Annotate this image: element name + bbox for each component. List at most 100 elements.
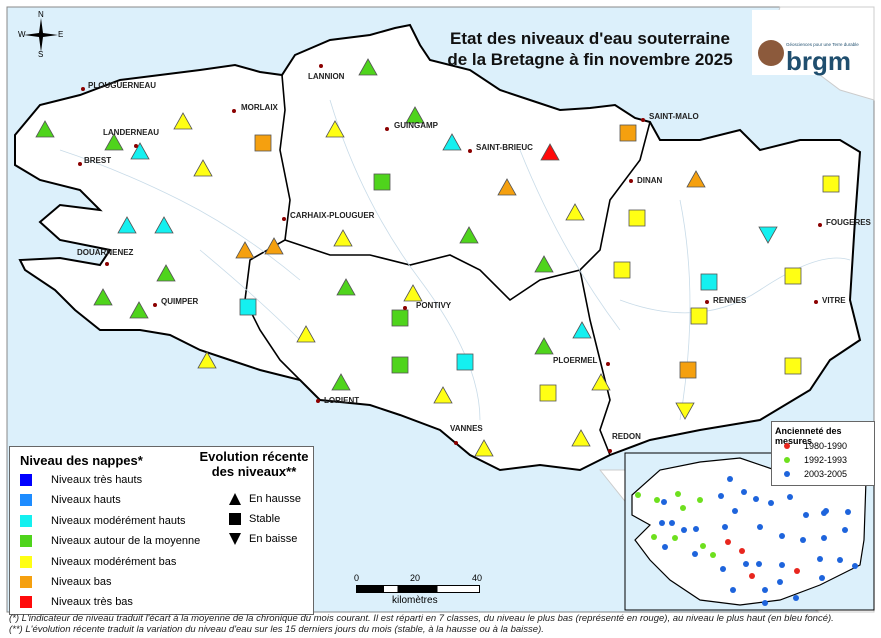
compass-s: S — [38, 50, 44, 59]
city-label: SAINT-MALO — [649, 112, 699, 121]
city-dot — [319, 64, 323, 68]
station-marker-up[interactable] — [264, 237, 284, 255]
inset-legend-label: 1980-1990 — [804, 441, 848, 451]
station-marker-up[interactable] — [193, 159, 213, 177]
station-marker-up[interactable] — [331, 373, 351, 391]
legend-level-item: Niveaux très hauts — [20, 474, 142, 486]
legend-level-label: Niveaux bas — [51, 576, 112, 588]
station-marker-up[interactable] — [197, 351, 217, 369]
legend-swatch — [20, 535, 32, 548]
station-marker-up[interactable] — [235, 241, 255, 259]
city-label: QUIMPER — [161, 297, 199, 306]
station-marker-down[interactable] — [675, 402, 695, 420]
station-marker-stable[interactable] — [690, 307, 708, 325]
station-marker-up[interactable] — [572, 321, 592, 339]
station-marker-up[interactable] — [459, 226, 479, 244]
station-marker-stable[interactable] — [391, 356, 409, 374]
inset-station-dot — [739, 548, 745, 554]
footnote-2: (**) L'évolution récente traduit la vari… — [9, 624, 544, 635]
station-marker-stable[interactable] — [700, 273, 718, 291]
inset-legend-label: 2003-2005 — [804, 469, 848, 479]
triangle-down-icon — [229, 533, 241, 545]
inset-station-dot — [821, 535, 827, 541]
map-title: Etat des niveaux d'eau souterraine de la… — [440, 28, 740, 70]
station-marker-up[interactable] — [403, 284, 423, 302]
inset-station-dot — [659, 520, 665, 526]
legend-trend-item: En baisse — [228, 532, 297, 546]
legend-level-label: Niveaux très bas — [51, 596, 133, 609]
inset-station-dot — [710, 552, 716, 558]
inset-station-dot — [753, 496, 759, 502]
station-marker-up[interactable] — [686, 170, 706, 188]
station-marker-stable[interactable] — [456, 353, 474, 371]
inset-station-dot — [741, 489, 747, 495]
station-marker-stable[interactable] — [784, 267, 802, 285]
station-marker-up[interactable] — [333, 229, 353, 247]
station-marker-stable[interactable] — [239, 298, 257, 316]
station-marker-stable[interactable] — [254, 134, 272, 152]
inset-legend: Ancienneté des mesures 1980-1990 1992-199… — [771, 421, 875, 486]
legend-level-item: Niveaux modérément hauts — [20, 514, 186, 527]
legend-trend-item: En hausse — [228, 492, 301, 506]
city-dots — [78, 64, 822, 453]
station-marker-up[interactable] — [591, 373, 611, 391]
station-marker-up[interactable] — [154, 216, 174, 234]
inset-station-dot — [662, 544, 668, 550]
station-marker-up[interactable] — [534, 255, 554, 273]
station-marker-up[interactable] — [117, 216, 137, 234]
station-marker-up[interactable] — [540, 143, 560, 161]
station-marker-stable[interactable] — [628, 209, 646, 227]
city-label: VITRE — [822, 296, 846, 305]
square-icon — [229, 513, 241, 525]
inset-land — [631, 457, 867, 606]
station-marker-up[interactable] — [497, 178, 517, 196]
station-marker-up[interactable] — [565, 203, 585, 221]
city-dot — [134, 144, 138, 148]
legend-level-label: Niveaux modérément hauts — [51, 514, 186, 527]
station-marker-up[interactable] — [571, 429, 591, 447]
station-marker-stable[interactable] — [619, 124, 637, 142]
scale-tick: 0 — [354, 573, 360, 583]
city-label: CARHAIX-PLOUGUER — [290, 211, 375, 220]
station-marker-stable[interactable] — [613, 261, 631, 279]
inset-station-dot — [762, 600, 768, 606]
station-marker-stable[interactable] — [679, 361, 697, 379]
inset-station-dot — [803, 512, 809, 518]
title-line-1: Etat des niveaux d'eau souterraine — [450, 29, 730, 48]
city-dot — [282, 217, 286, 221]
station-marker-up[interactable] — [173, 112, 193, 130]
station-marker-up[interactable] — [442, 133, 462, 151]
station-marker-up[interactable] — [296, 325, 316, 343]
station-marker-up[interactable] — [405, 106, 425, 124]
station-marker-down[interactable] — [758, 226, 778, 244]
city-dot — [814, 300, 818, 304]
inset-station-dot — [651, 534, 657, 540]
inset-station-dot — [749, 573, 755, 579]
station-marker-up[interactable] — [325, 120, 345, 138]
station-marker-stable[interactable] — [822, 175, 840, 193]
station-marker-stable[interactable] — [784, 357, 802, 375]
legend-level-item: Niveaux autour de la moyenne — [20, 535, 200, 548]
legend-swatch — [20, 474, 32, 486]
station-marker-stable[interactable] — [373, 173, 391, 191]
period-dot-icon — [784, 457, 790, 463]
station-marker-up[interactable] — [104, 133, 124, 151]
station-marker-up[interactable] — [474, 439, 494, 457]
station-marker-up[interactable] — [534, 337, 554, 355]
station-marker-up[interactable] — [93, 288, 113, 306]
station-markers — [35, 58, 840, 457]
legend-level-item: Niveaux modérément bas — [20, 555, 176, 568]
station-marker-up[interactable] — [433, 386, 453, 404]
city-dot — [403, 306, 407, 310]
station-marker-stable[interactable] — [539, 384, 557, 402]
legend-trend-label: Stable — [249, 513, 281, 525]
inset-station-dot — [817, 556, 823, 562]
station-marker-up[interactable] — [130, 142, 150, 160]
station-marker-stable[interactable] — [391, 309, 409, 327]
station-marker-up[interactable] — [156, 264, 176, 282]
logo-text: brgm — [786, 46, 851, 76]
station-marker-up[interactable] — [358, 58, 378, 76]
station-marker-up[interactable] — [129, 301, 149, 319]
station-marker-up[interactable] — [336, 278, 356, 296]
station-marker-up[interactable] — [35, 120, 55, 138]
